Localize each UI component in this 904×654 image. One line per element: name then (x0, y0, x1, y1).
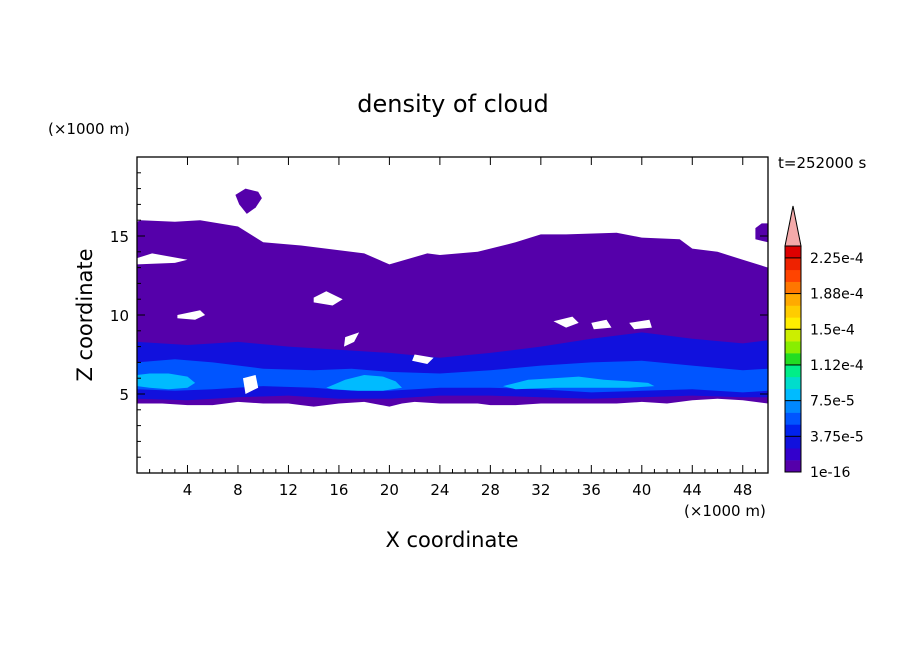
colorbar-swatch-12 (785, 317, 801, 330)
x-tick-label-24: 24 (430, 481, 449, 499)
cloud-gap-4 (553, 316, 579, 328)
x-tick-label-40: 40 (632, 481, 651, 499)
cloud-gap-5 (591, 319, 612, 330)
colorbar-label-5: 1.88e-4 (810, 287, 864, 303)
x-tick-label-16: 16 (329, 481, 348, 499)
cloud-gap-8 (243, 375, 259, 394)
plot-area (137, 188, 768, 407)
cloud-gap-3 (344, 332, 360, 347)
colorbar-swatch-18 (785, 246, 801, 259)
colorbar-label-4: 1.5e-4 (810, 322, 855, 338)
y-tick-label-10: 10 (110, 307, 129, 325)
colorbar-swatch-0 (785, 460, 801, 473)
colorbar-swatch-5 (785, 400, 801, 413)
colorbar-swatch-8 (785, 364, 801, 378)
colorbar-label-1: 3.75e-5 (810, 429, 864, 445)
cloud-gap-6 (629, 319, 652, 330)
colorbar-swatch-7 (785, 376, 801, 390)
x-tick-label-32: 32 (531, 481, 550, 499)
colorbar-label-0: 1e-16 (810, 465, 850, 481)
y-tick-label-15: 15 (110, 228, 129, 246)
contour-region-5 (137, 373, 196, 390)
colorbar-swatch-2 (785, 436, 801, 449)
colorbar-swatch-1 (785, 448, 801, 461)
x-unit-label: (×1000 m) (684, 502, 766, 520)
contour-region-7 (503, 376, 655, 390)
cloud-gap-1 (177, 310, 206, 320)
colorbar: 1e-16 3.75e-5 7.5e-5 1.12e-4 1.5e-4 1.88e-4 2.… (784, 205, 864, 481)
colorbar-extend-arrow (784, 205, 802, 247)
colorbar-swatch-16 (785, 269, 801, 282)
colorbar-swatch-6 (785, 388, 801, 401)
contour-region-1 (235, 188, 262, 214)
x-tick-label-4: 4 (183, 481, 193, 499)
colorbar-swatch-11 (785, 329, 801, 342)
x-tick-label-48: 48 (733, 481, 752, 499)
colorbar-swatch-4 (785, 412, 801, 425)
x-tick-label-8: 8 (233, 481, 243, 499)
contour-region-2 (755, 223, 768, 243)
colorbar-label-3: 1.12e-4 (810, 358, 864, 374)
colorbar-swatch-3 (785, 424, 801, 437)
cloud-gap-0 (137, 253, 188, 265)
x-axis-label: X coordinate (385, 528, 518, 552)
time-label: t=252000 s (778, 154, 866, 172)
colorbar-label-2: 7.5e-5 (810, 394, 855, 410)
colorbar-swatch-13 (785, 305, 801, 318)
contour-region-6 (326, 375, 402, 391)
colorbar-swatch-9 (785, 353, 801, 366)
colorbar-swatch-15 (785, 281, 801, 294)
colorbar-swatch-10 (785, 341, 801, 354)
colorbar-swatch-17 (785, 257, 801, 271)
colorbar-swatch-14 (785, 293, 801, 306)
x-tick-label-44: 44 (683, 481, 702, 499)
x-tick-label-36: 36 (582, 481, 601, 499)
y-tick-label-5: 5 (119, 386, 129, 404)
chart-title: density of cloud (357, 90, 548, 118)
x-tick-label-28: 28 (481, 481, 500, 499)
cloud-gap-2 (313, 291, 343, 306)
y-unit-label: (×1000 m) (48, 120, 130, 138)
y-axis-label: Z coordinate (73, 248, 97, 381)
colorbar-label-6: 2.25e-4 (810, 251, 864, 267)
x-tick-label-12: 12 (279, 481, 298, 499)
cloud-gap-7 (412, 354, 434, 364)
x-tick-label-20: 20 (380, 481, 399, 499)
